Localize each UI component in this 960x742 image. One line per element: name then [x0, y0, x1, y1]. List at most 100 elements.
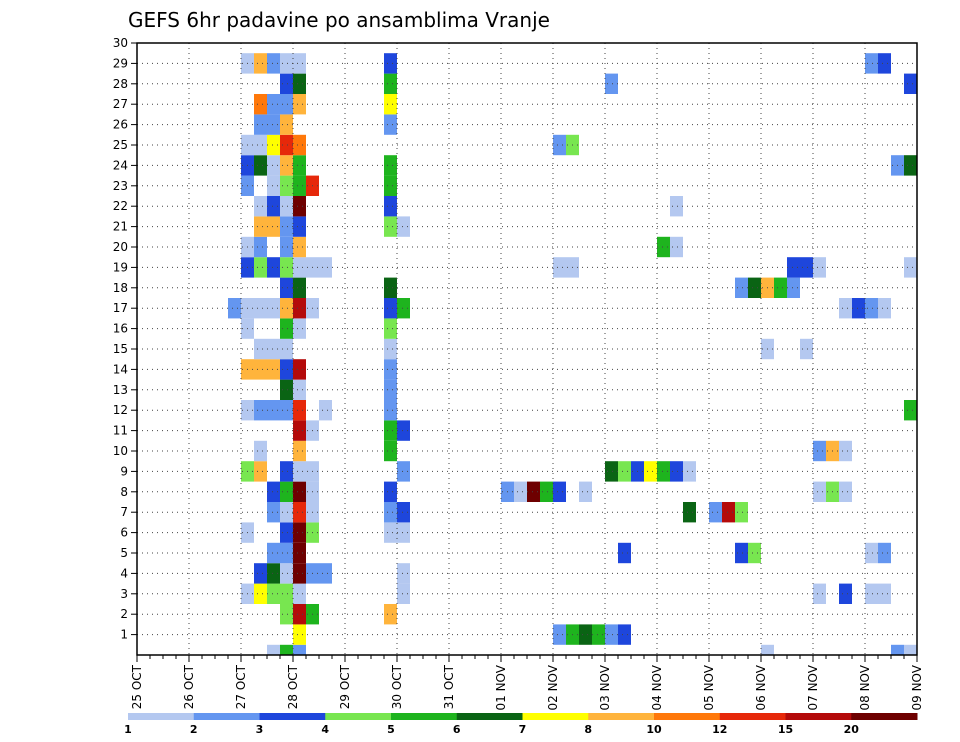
legend-label-8: 10: [646, 723, 662, 736]
y-tick-label-2: 2: [120, 607, 128, 621]
x-tick-label-13: 07 NOV: [806, 664, 820, 710]
cell-54: [683, 502, 696, 523]
cell-120: [293, 318, 306, 339]
cell-204: [280, 73, 293, 94]
cell-28: [267, 563, 280, 584]
legend-label-11: 20: [844, 723, 860, 736]
cell-37: [618, 542, 631, 564]
cell-168: [254, 196, 267, 217]
x-tick-label-12: 06 NOV: [754, 664, 768, 710]
cell-159: [293, 236, 306, 258]
cell-81: [644, 461, 657, 482]
cell-126: [280, 298, 293, 319]
cell-73: [254, 461, 267, 482]
cell-175: [267, 175, 280, 196]
x-tick-label-2: 27 OCT: [234, 664, 248, 709]
cell-152: [787, 257, 800, 278]
x-tick-label-3: 28 OCT: [286, 664, 300, 709]
cell-71: [839, 481, 852, 502]
y-tick-label-29: 29: [113, 56, 128, 70]
cell-0: [267, 644, 280, 655]
cell-65: [527, 481, 540, 502]
legend-swatch-0: [128, 713, 195, 720]
cell-119: [280, 318, 293, 339]
cell-35: [280, 542, 293, 564]
y-axis: 1234567891011121314151617181920212223242…: [113, 36, 137, 642]
legend-swatch-4: [391, 713, 458, 720]
legend-swatch-1: [193, 713, 260, 720]
cell-213: [293, 53, 306, 74]
cell-3: [761, 644, 774, 655]
cell-57: [735, 502, 748, 523]
legend-swatch-2: [259, 713, 326, 720]
cell-181: [254, 155, 267, 176]
cell-98: [280, 400, 293, 421]
cell-153: [800, 257, 813, 278]
legend-label-0: 1: [124, 723, 132, 736]
cell-216: [878, 53, 891, 74]
y-tick-label-6: 6: [120, 526, 128, 540]
y-tick-label-17: 17: [113, 301, 128, 315]
cell-132: [852, 298, 865, 319]
cell-199: [254, 94, 267, 115]
cell-105: [384, 379, 397, 400]
cell-18: [254, 583, 267, 604]
cell-91: [293, 420, 306, 441]
cell-211: [267, 53, 280, 74]
cell-94: [397, 420, 410, 441]
cell-33: [397, 563, 410, 584]
legend-label-7: 8: [584, 723, 592, 736]
legend-label-3: 4: [321, 723, 329, 736]
cell-167: [397, 216, 410, 237]
cell-176: [280, 175, 293, 196]
cell-170: [280, 196, 293, 217]
cell-130: [397, 298, 410, 319]
cell-55: [709, 502, 722, 523]
legend: 1 2 3 4 5 6 7 8 10 12 15 20: [124, 713, 918, 736]
y-tick-label-11: 11: [113, 424, 128, 438]
cell-67: [553, 481, 566, 502]
legend-label-5: 6: [453, 723, 461, 736]
cell-52: [384, 502, 397, 523]
cell-163: [267, 216, 280, 237]
cell-117: [800, 338, 813, 360]
cell-202: [293, 94, 306, 115]
cell-184: [293, 155, 306, 176]
cell-90: [839, 440, 852, 462]
cell-115: [384, 338, 397, 360]
y-tick-label-8: 8: [120, 485, 128, 499]
cell-112: [254, 338, 267, 360]
y-tick-label-15: 15: [113, 342, 128, 356]
x-axis: 25 OCT 26 OCT 27 OCT 28 OCT 29 OCT 30 OCT 31 O…: [130, 655, 924, 711]
y-tick-label-9: 9: [120, 464, 128, 478]
cell-87: [384, 440, 397, 462]
cell-177: [293, 175, 306, 196]
cell-139: [748, 277, 761, 298]
x-tick-label-4: 29 OCT: [338, 664, 352, 709]
legend-label-10: 15: [778, 723, 793, 736]
legend-label-4: 5: [387, 723, 395, 736]
cell-58: [267, 481, 280, 502]
cell-85: [254, 440, 267, 462]
grid-layer: [137, 42, 917, 655]
legend-swatch-7: [588, 713, 655, 720]
cell-173: [670, 196, 683, 217]
cell-147: [293, 257, 306, 278]
cell-79: [618, 461, 631, 482]
cell-66: [540, 481, 553, 502]
y-tick-label-12: 12: [113, 403, 128, 417]
cell-182: [267, 155, 280, 176]
cell-96: [254, 400, 267, 421]
cell-53: [397, 502, 410, 523]
cell-84: [683, 461, 696, 482]
cell-161: [670, 236, 683, 258]
y-tick-label-14: 14: [113, 362, 128, 376]
legend-swatch-5: [456, 713, 523, 720]
y-tick-label-4: 4: [120, 566, 128, 580]
cell-160: [657, 236, 670, 258]
cell-12: [618, 624, 631, 645]
cell-108: [267, 359, 280, 380]
cell-50: [293, 502, 306, 523]
cell-191: [280, 134, 293, 156]
x-tick-label-6: 31 OCT: [442, 664, 456, 709]
